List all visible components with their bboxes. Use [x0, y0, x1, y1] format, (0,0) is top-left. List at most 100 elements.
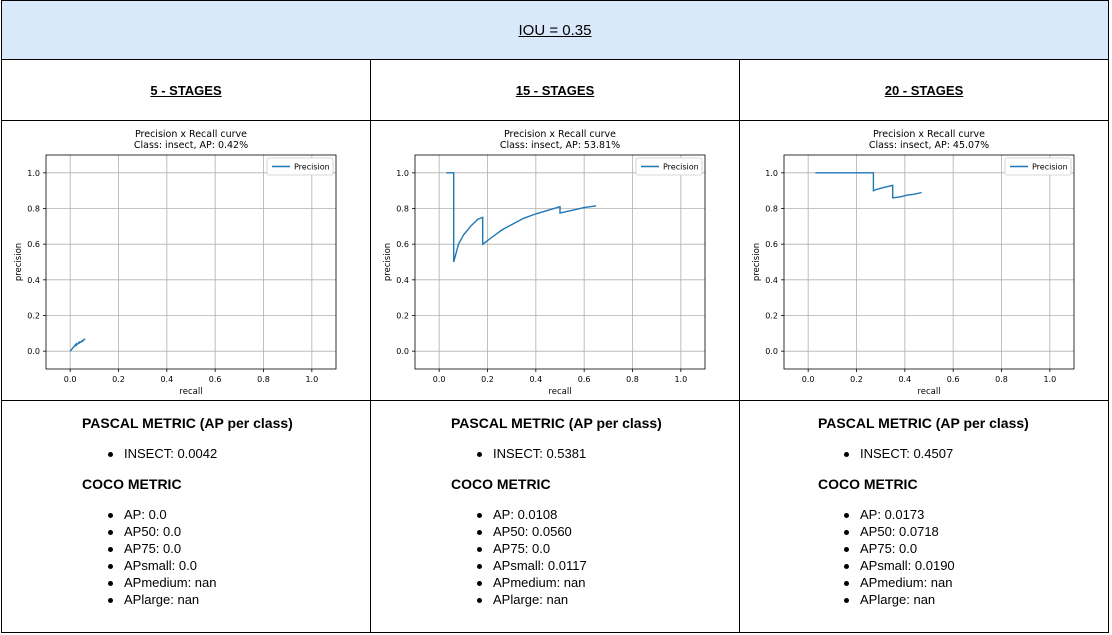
legend-box [266, 157, 334, 176]
chart-panel: Precision x Recall curve Class: insect, A… [746, 125, 1086, 400]
legend-box [1004, 157, 1072, 176]
y-axis-label: precision [752, 243, 762, 281]
chart-panel: Precision x Recall curve Class: insect, A… [377, 125, 717, 400]
column-title: 20 - STAGES [884, 83, 964, 98]
x-tick-label: 0.2 [481, 375, 494, 384]
y-tick-label: 0.2 [396, 312, 409, 321]
y-tick-label: 0.2 [27, 312, 40, 321]
plot-area [45, 154, 337, 370]
list-item: INSECT: 0.5381 [471, 445, 586, 462]
x-tick-label: 1.0 [1043, 375, 1056, 384]
legend-box [635, 157, 703, 176]
y-axis-label: precision [14, 243, 24, 281]
page-header: IOU = 0.35 [2, 1, 1108, 60]
x-tick-label: 0.4 [529, 375, 542, 384]
coco-heading: COCO METRIC [451, 476, 551, 492]
list-item: INSECT: 0.4507 [838, 445, 953, 462]
list-item: INSECT: 0.0042 [102, 445, 217, 462]
list-item: APsmall: 0.0117 [471, 557, 587, 574]
list-item: AP50: 0.0560 [471, 523, 587, 540]
y-tick-label: 0.0 [27, 347, 40, 356]
list-item: APlarge: nan [471, 591, 587, 608]
y-tick-label: 0.4 [765, 276, 778, 285]
legend-label: Precision [294, 163, 330, 172]
column-title: 5 - STAGES [150, 83, 222, 98]
chart-title: Precision x Recall curve [873, 129, 985, 140]
coco-heading: COCO METRIC [818, 476, 918, 492]
list-item: APlarge: nan [102, 591, 217, 608]
list-item: APsmall: 0.0190 [838, 557, 955, 574]
x-tick-label: 0.8 [257, 375, 270, 384]
list-item: AP50: 0.0718 [838, 523, 955, 540]
chart-panel: Precision x Recall curve Class: insect, A… [8, 125, 348, 400]
series-line [815, 172, 922, 199]
coco-list: AP: 0.0 AP50: 0.0 AP75: 0.0 APsmall: 0.0… [102, 506, 217, 608]
x-tick-label: 0.4 [160, 375, 173, 384]
y-tick-label: 0.0 [765, 347, 778, 356]
x-tick-label: 0.8 [995, 375, 1008, 384]
series-line [69, 338, 86, 352]
x-tick-label: 1.0 [674, 375, 687, 384]
chart-title: Precision x Recall curve [135, 129, 247, 140]
x-tick-label: 0.6 [578, 375, 591, 384]
row-divider [2, 400, 1108, 401]
list-item: APmedium: nan [838, 574, 955, 591]
legend-label: Precision [1032, 163, 1068, 172]
series-line [446, 172, 597, 263]
column-header: 15 - STAGES [371, 61, 739, 120]
x-tick-label: 1.0 [305, 375, 318, 384]
y-tick-label: 0.6 [765, 240, 778, 249]
pascal-heading: PASCAL METRIC (AP per class) [818, 415, 1029, 431]
pascal-heading: PASCAL METRIC (AP per class) [451, 415, 662, 431]
list-item: AP: 0.0 [102, 506, 217, 523]
coco-list: AP: 0.0108 AP50: 0.0560 AP75: 0.0 APsmal… [471, 506, 587, 608]
list-item: APmedium: nan [471, 574, 587, 591]
list-item: AP75: 0.0 [838, 540, 955, 557]
list-item: AP: 0.0108 [471, 506, 587, 523]
list-item: APsmall: 0.0 [102, 557, 217, 574]
row-divider [2, 120, 1108, 121]
list-item: APmedium: nan [102, 574, 217, 591]
chart-subtitle: Class: insect, AP: 0.42% [134, 140, 248, 151]
x-tick-label: 0.4 [898, 375, 911, 384]
list-item: AP: 0.0173 [838, 506, 955, 523]
plot-area [414, 154, 706, 370]
pascal-list: INSECT: 0.0042 [102, 445, 217, 462]
column-divider [739, 60, 740, 633]
y-tick-label: 1.0 [27, 169, 40, 178]
list-item: AP50: 0.0 [102, 523, 217, 540]
page-title: IOU = 0.35 [518, 21, 592, 39]
coco-heading: COCO METRIC [82, 476, 182, 492]
x-tick-label: 0.6 [209, 375, 222, 384]
y-tick-label: 0.6 [396, 240, 409, 249]
x-axis-label: recall [917, 387, 940, 395]
y-tick-label: 0.4 [27, 276, 40, 285]
y-tick-label: 1.0 [765, 169, 778, 178]
y-tick-label: 0.8 [396, 205, 409, 214]
y-tick-label: 1.0 [396, 169, 409, 178]
chart-title: Precision x Recall curve [504, 129, 616, 140]
chart-subtitle: Class: insect, AP: 45.07% [869, 140, 989, 151]
column-title: 15 - STAGES [515, 83, 595, 98]
y-tick-label: 0.0 [396, 347, 409, 356]
x-tick-label: 0.6 [947, 375, 960, 384]
plot-area [783, 154, 1075, 370]
list-item: AP75: 0.0 [471, 540, 587, 557]
coco-list: AP: 0.0173 AP50: 0.0718 AP75: 0.0 APsmal… [838, 506, 955, 608]
x-tick-label: 0.0 [433, 375, 446, 384]
x-tick-label: 0.2 [112, 375, 125, 384]
column-divider [370, 60, 371, 633]
pascal-list: INSECT: 0.5381 [471, 445, 586, 462]
x-tick-label: 0.0 [802, 375, 815, 384]
x-tick-label: 0.0 [64, 375, 77, 384]
y-axis-label: precision [383, 243, 393, 281]
y-tick-label: 0.8 [27, 205, 40, 214]
chart-subtitle: Class: insect, AP: 53.81% [500, 140, 620, 151]
pascal-list: INSECT: 0.4507 [838, 445, 953, 462]
y-tick-label: 0.4 [396, 276, 409, 285]
legend-label: Precision [663, 163, 699, 172]
list-item: AP75: 0.0 [102, 540, 217, 557]
